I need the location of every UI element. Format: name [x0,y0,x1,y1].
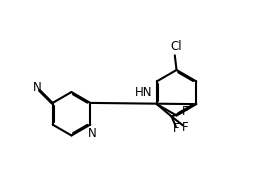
Text: HN: HN [134,86,152,99]
Text: F: F [182,121,189,133]
Text: F: F [182,105,188,118]
Text: F: F [172,122,179,135]
Text: N: N [33,81,42,94]
Text: Cl: Cl [170,40,182,53]
Text: N: N [88,127,96,140]
